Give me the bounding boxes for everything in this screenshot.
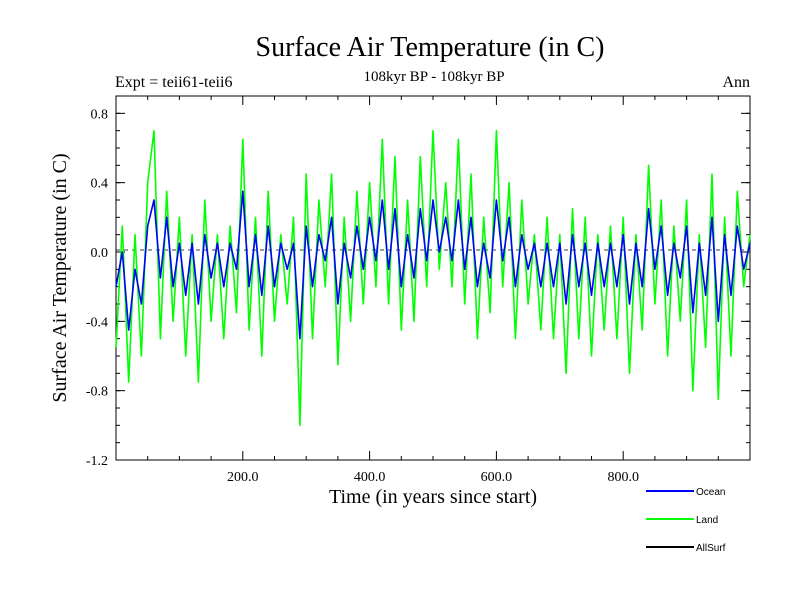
legend-label-ocean: Ocean <box>696 487 725 498</box>
x-tick-label: 200.0 <box>227 470 259 485</box>
legend: Ocean Land AllSurf <box>646 487 726 554</box>
x-axis: 200.0 400.0 600.0 800.0 <box>147 96 719 485</box>
x-tick-label: 800.0 <box>607 470 639 485</box>
series-line-land <box>115 129 751 427</box>
right-season-label: Ann <box>722 74 750 91</box>
series-layer <box>115 129 751 427</box>
x-tick-label: 400.0 <box>354 470 386 485</box>
legend-label-land: Land <box>696 515 718 526</box>
legend-label-allsurf: AllSurf <box>696 543 726 554</box>
series-line-ocean <box>115 190 751 340</box>
y-axis-label: Surface Air Temperature (in C) <box>49 153 71 402</box>
y-tick-label: -0.8 <box>86 385 108 400</box>
y-tick-label: 0.0 <box>91 246 109 261</box>
left-experiment-label: Expt = teii61-teii6 <box>115 74 232 91</box>
x-tick-label: 600.0 <box>481 470 513 485</box>
y-axis: -1.2 -0.8 -0.4 0.0 0.4 0.8 <box>86 95 750 469</box>
y-tick-label: 0.4 <box>91 177 109 192</box>
y-tick-label: 0.8 <box>91 107 109 122</box>
y-tick-label: -1.2 <box>86 454 108 469</box>
chart-title: Surface Air Temperature (in C) <box>256 32 605 63</box>
x-axis-label: Time (in years since start) <box>329 486 537 508</box>
chart-subtitle: 108kyr BP - 108kyr BP <box>363 69 504 85</box>
y-tick-label: -0.4 <box>86 315 108 330</box>
